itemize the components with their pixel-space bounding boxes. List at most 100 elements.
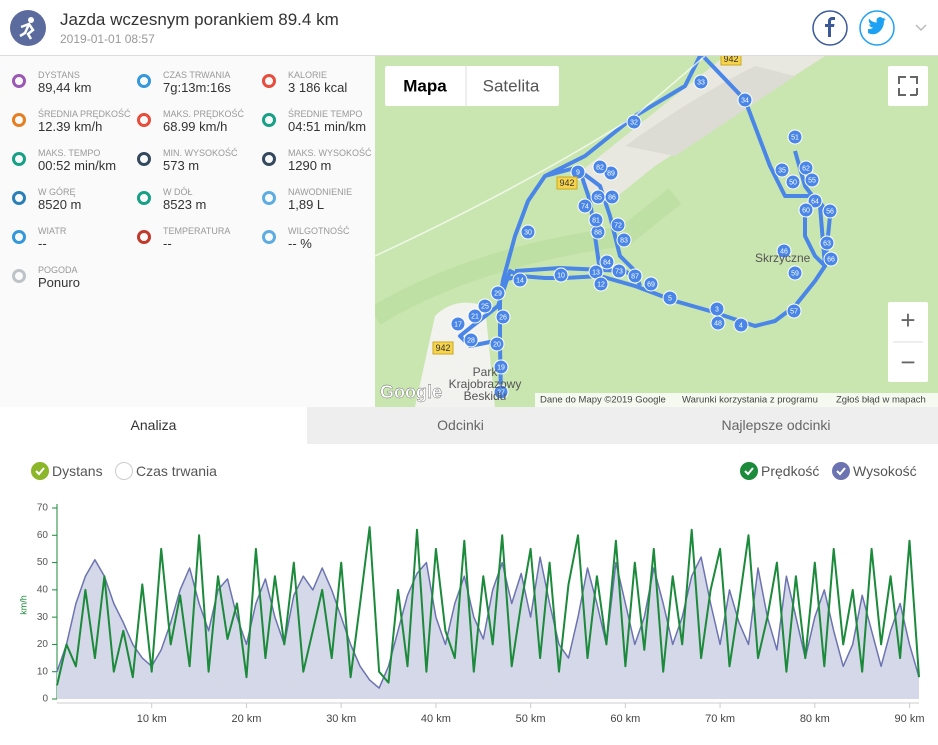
route-marker[interactable] [489,336,505,352]
route-marker[interactable] [512,272,528,288]
route-marker[interactable] [709,301,725,317]
route-marker[interactable] [570,164,586,180]
stat-value: 04:51 min/km [288,119,367,134]
stat-value: 12.39 km/h [38,119,103,134]
route-marker[interactable] [823,251,839,267]
y-tick-label: 50 [37,557,49,568]
route-marker-label: 33 [697,79,705,86]
fullscreen-button[interactable] [888,66,928,106]
route-marker[interactable] [798,160,814,176]
stat-label: ŚREDNIE TEMPO [288,109,363,119]
legend-label[interactable]: Wysokość [853,463,917,479]
route-marker[interactable] [787,129,803,145]
route-marker-label: 5 [668,295,672,302]
zoom-button[interactable]: − [900,347,915,377]
route-marker[interactable] [776,243,792,259]
route-marker[interactable] [737,92,753,108]
route-marker[interactable] [450,316,466,332]
route-marker[interactable] [693,74,709,90]
x-mode-checkbox[interactable] [115,462,133,480]
route-marker-label: 35 [778,167,786,174]
route-marker-label: 9 [576,169,580,176]
tab[interactable]: Analiza [0,407,307,444]
series-checkbox[interactable] [740,462,758,480]
y-tick-label: 10 [37,666,49,677]
twitter-button[interactable] [859,10,895,46]
y-tick-label: 0 [42,694,48,705]
route-marker[interactable] [592,159,608,175]
route-marker[interactable] [643,276,659,292]
route-marker[interactable] [819,235,835,251]
route-marker[interactable] [477,298,493,314]
zoom-button[interactable]: + [900,305,915,335]
check [35,467,45,476]
stat-icon [12,113,26,127]
route-marker[interactable] [662,290,678,306]
route-marker[interactable] [577,198,593,214]
map-footer-text[interactable]: Zgłoś błąd w mapach [836,395,926,406]
x-tick-label: 10 km [137,713,167,725]
route-marker[interactable] [627,268,643,284]
stat-value: 8523 m [163,197,207,212]
map-footer-text[interactable]: Dane do Mapy ©2019 Google [540,395,666,406]
map-type-button[interactable]: Satelita [483,76,540,95]
x-mode-label[interactable]: Czas trwania [136,463,217,479]
map-footer-text[interactable]: Warunki korzystania z programu [682,395,818,406]
route-marker[interactable] [798,202,814,218]
stat-icon [137,74,151,88]
x-mode-checkbox[interactable] [31,462,49,480]
route-marker-label: 63 [823,240,831,247]
route-marker-label: 55 [808,177,816,184]
park-label: Krajobrazowy [449,377,522,391]
route-marker[interactable] [822,203,838,219]
route-marker[interactable] [786,303,802,319]
route-marker[interactable] [520,224,536,240]
route-marker[interactable] [804,172,820,188]
stat-label: MIN. WYSOKOŚĆ [163,148,238,158]
route-marker[interactable] [588,212,604,228]
tab[interactable]: Najlepsze odcinki [614,407,938,444]
route-marker[interactable] [593,276,609,292]
route-marker[interactable] [599,254,615,270]
y-axis-label: km/h [18,595,28,615]
stat-value: 573 m [163,158,200,173]
route-marker[interactable] [493,359,509,375]
route-marker[interactable] [495,309,511,325]
x-mode-label[interactable]: Dystans [52,463,103,479]
elevation-area [57,557,919,699]
route-marker[interactable] [604,189,620,205]
fullscreen-icon [898,76,918,96]
route-marker[interactable] [807,193,823,209]
series-checkbox[interactable] [832,462,850,480]
route-marker[interactable] [733,317,749,333]
stat-value: 7g:13m:16s [163,80,231,95]
route-marker-label: 46 [780,248,788,255]
route-marker[interactable] [553,267,569,283]
dropdown-chevron[interactable] [915,24,927,32]
stat-icon [12,74,26,88]
route-marker[interactable] [626,114,642,130]
route-marker[interactable] [493,384,509,400]
route-marker[interactable] [467,308,483,324]
map-type-button[interactable]: Mapa [403,76,447,95]
stat-label: W GÓRĘ [38,187,76,197]
stat-value: -- [163,236,172,251]
route-marker[interactable] [490,285,506,301]
route-marker-label: 85 [594,194,602,201]
route-marker[interactable] [787,265,803,281]
route-marker[interactable] [611,263,627,279]
speed-line [56,526,920,686]
route-marker[interactable] [463,332,479,348]
route-marker[interactable] [774,162,790,178]
route-marker[interactable] [610,217,626,233]
facebook-button[interactable] [812,10,848,46]
legend-label[interactable]: Prędkość [761,463,820,479]
route-marker[interactable] [616,232,632,248]
stat-value: 8520 m [38,197,82,212]
tab[interactable]: Odcinki [307,407,614,444]
stat-label: WILGOTNOŚĆ [288,226,350,236]
x-tick-label: 20 km [231,713,261,725]
route-marker[interactable] [785,174,801,190]
